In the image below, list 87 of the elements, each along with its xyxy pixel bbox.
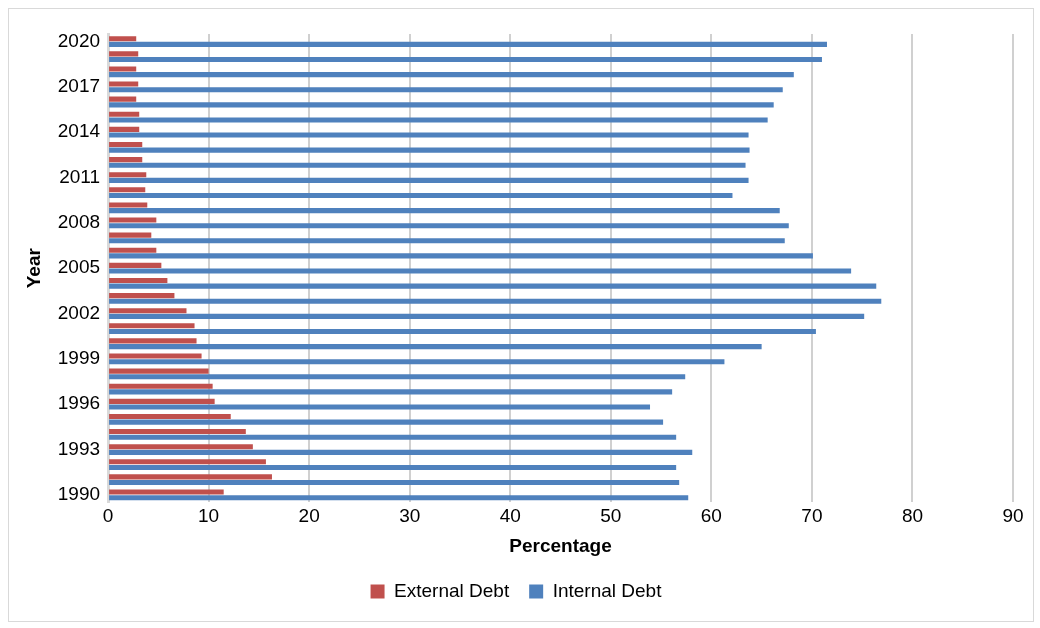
x-tick-label: 0 (102, 505, 114, 527)
bar (109, 262, 162, 268)
bar (109, 247, 157, 253)
bar (109, 126, 140, 132)
legend-label: External Debt (394, 579, 510, 601)
bar (109, 495, 689, 501)
bar (109, 298, 882, 304)
bar (109, 87, 783, 93)
bar (109, 238, 785, 244)
bar (109, 449, 693, 455)
x-axis-title: Percentage (509, 534, 612, 556)
bar (109, 41, 827, 47)
bar (109, 177, 749, 183)
bar (109, 117, 768, 123)
bar (109, 464, 677, 471)
bar (109, 398, 215, 404)
x-tick-label: 40 (499, 505, 521, 527)
bar (109, 313, 865, 319)
bar (109, 419, 664, 425)
bar (109, 328, 816, 335)
bar (109, 474, 272, 480)
x-tick-label: 10 (198, 505, 220, 527)
bar (109, 268, 852, 274)
bar (109, 217, 157, 223)
bar (109, 141, 143, 148)
x-tick-label: 20 (298, 505, 320, 527)
bar (109, 404, 651, 410)
bar (109, 480, 680, 486)
x-tick-label: 50 (600, 505, 622, 527)
y-tick-label: 2011 (59, 165, 101, 187)
bar (109, 202, 148, 208)
bar (109, 36, 137, 42)
bar (109, 308, 187, 314)
bar (109, 223, 789, 229)
bar (109, 162, 746, 168)
y-tick-label: 1996 (57, 392, 101, 414)
y-tick-label: 2008 (57, 211, 101, 233)
x-tick-label: 70 (801, 505, 823, 527)
bar (109, 51, 139, 57)
y-tick-label: 2017 (57, 75, 101, 97)
bar (109, 459, 266, 465)
bar (109, 489, 224, 495)
bar (109, 344, 762, 350)
bar (109, 434, 677, 440)
bar (109, 389, 673, 395)
bar (109, 172, 147, 178)
bar (109, 232, 152, 238)
bar (109, 323, 195, 329)
bar (109, 368, 209, 374)
bar (109, 72, 794, 78)
x-tick-label: 60 (700, 505, 722, 527)
bar (109, 277, 168, 284)
bar (109, 413, 231, 420)
bar (109, 374, 686, 380)
x-tick-label: 80 (901, 505, 924, 527)
bar (109, 338, 197, 344)
bar (109, 359, 725, 365)
bar (109, 444, 253, 450)
bar (109, 429, 246, 435)
y-tick-label: 2020 (57, 29, 101, 51)
y-tick-label: 1999 (57, 347, 101, 369)
y-tick-label: 2005 (57, 256, 101, 278)
bar (109, 102, 774, 108)
x-tick-label: 30 (399, 505, 421, 527)
y-tick-label: 1990 (57, 483, 101, 505)
bar (109, 111, 140, 117)
bar (109, 253, 813, 259)
bar (109, 132, 749, 138)
bar (109, 157, 143, 163)
legend-label: Internal Debt (552, 579, 663, 601)
bar (109, 192, 733, 199)
bar (109, 56, 822, 63)
bar (109, 353, 202, 359)
bar (109, 293, 175, 299)
y-axis-title: Year (22, 247, 44, 289)
bar (109, 81, 139, 87)
y-tick-label: 1993 (57, 437, 101, 459)
y-tick-label: 2014 (57, 120, 101, 142)
bar (109, 66, 137, 72)
bar (109, 208, 780, 214)
x-tick-label: 90 (1002, 505, 1024, 527)
bar (109, 283, 877, 289)
y-tick-label: 2002 (57, 301, 101, 323)
bar (109, 383, 213, 389)
bar (109, 147, 750, 153)
bar (109, 96, 137, 102)
bar (109, 187, 146, 193)
